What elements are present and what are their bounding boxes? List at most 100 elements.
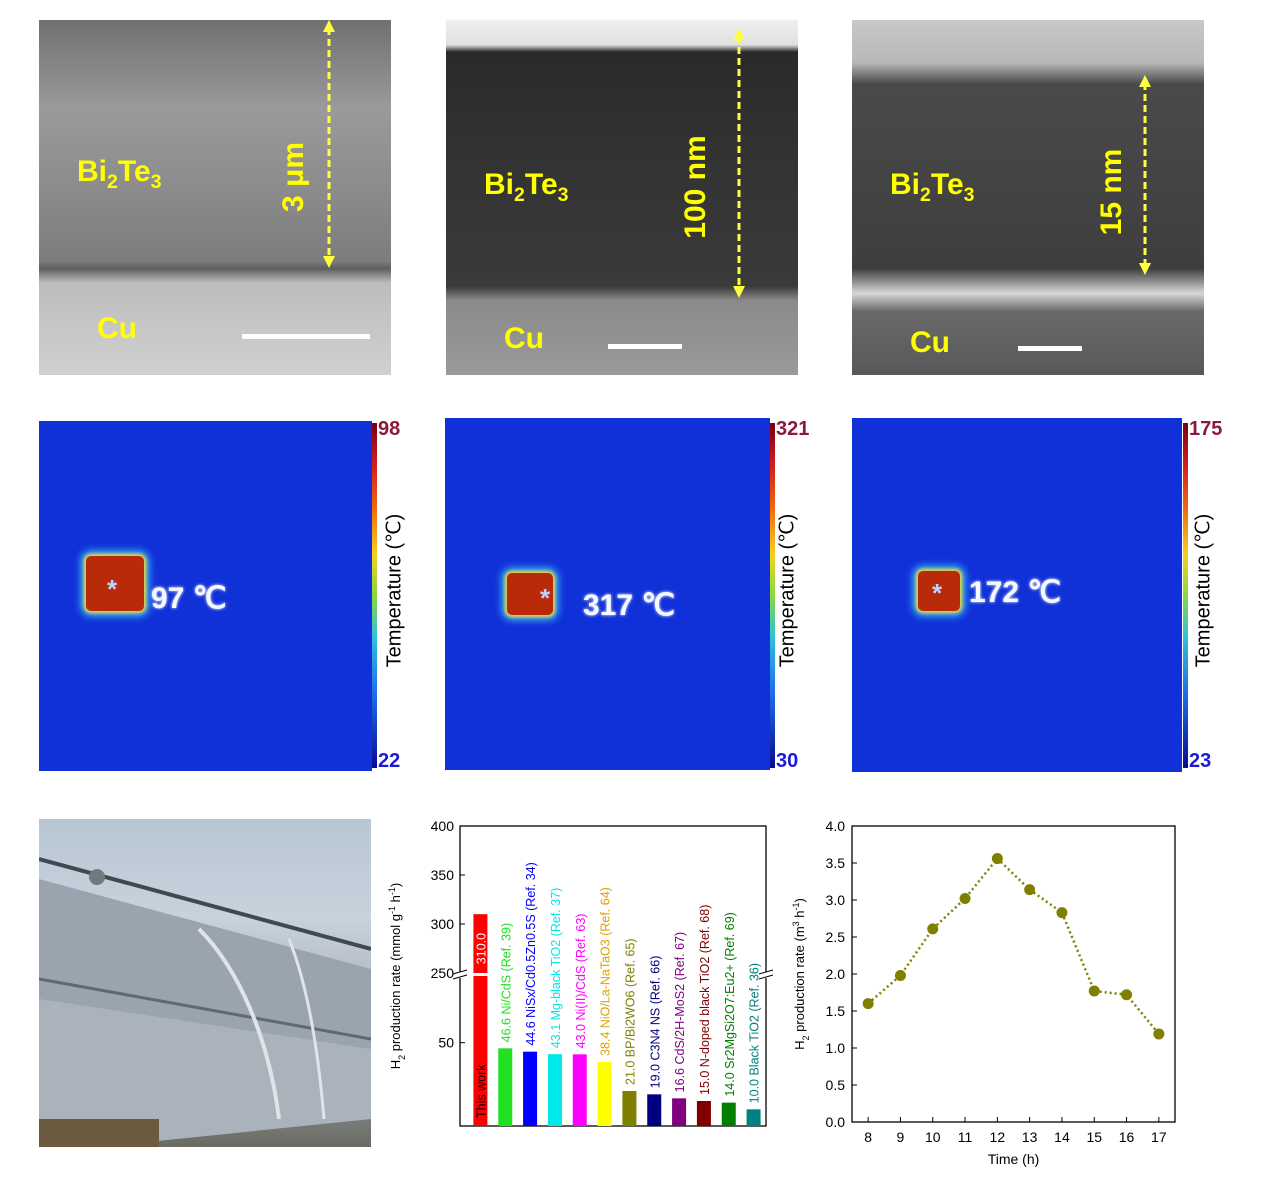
spot-temperature: 172 ℃ <box>969 576 1062 609</box>
x-axis-label: Time (h) <box>988 1151 1040 1167</box>
bar-value-label: 16.6 CdS/2H-MoS2 (Ref. 67) <box>673 932 687 1093</box>
colorbar-title: Temperature (℃) <box>776 513 799 668</box>
y-tick-label: 400 <box>431 818 455 834</box>
thickness-label: 3 μm <box>277 141 310 213</box>
axis-break-mark <box>452 969 468 975</box>
data-point <box>862 998 874 1010</box>
substrate-label: Cu <box>97 312 137 345</box>
bar <box>498 1048 513 1126</box>
axis-break-gap <box>760 972 772 978</box>
marker: * <box>540 583 551 613</box>
y-tick-label: 3.5 <box>826 855 846 871</box>
x-tick-label: 16 <box>1119 1129 1135 1145</box>
y-axis-label: H2 production rate (mmol g-1 h-1) <box>387 883 407 1070</box>
bar <box>696 1101 711 1126</box>
bar <box>547 1054 562 1126</box>
colorbar-max: 175 <box>1189 418 1223 440</box>
data-point <box>1056 907 1068 919</box>
marker: * <box>932 578 943 608</box>
material-label: Bi2Te3 <box>484 168 569 206</box>
x-tick-label: 11 <box>958 1129 973 1145</box>
bar <box>721 1102 736 1126</box>
data-point <box>927 923 939 935</box>
bar <box>622 1091 637 1126</box>
bar-value-label: 44.6 NiSx/Cd0.5Zn0.5S (Ref. 34) <box>524 862 538 1045</box>
colorbar-title: Temperature (℃) <box>383 513 406 668</box>
bar <box>523 1051 538 1126</box>
bar-value-label: 21.0 BP/Bi2WO6 (Ref. 65) <box>623 938 637 1085</box>
axis-break-gap <box>454 972 466 978</box>
bar-value-label: 10.0 Black TiO2 (Ref. 36) <box>748 963 762 1103</box>
material-label: Bi2Te3 <box>890 168 975 206</box>
bar <box>597 1062 612 1126</box>
hot-spot <box>507 573 553 615</box>
hrtem-panel: Bi2Te3 Cu 15 nm <box>852 20 1204 375</box>
thickness-label: 15 nm <box>1095 148 1128 236</box>
x-tick-label: 13 <box>1022 1129 1038 1145</box>
bar <box>473 976 488 1126</box>
data-point <box>991 853 1003 865</box>
y-tick-label: 0.0 <box>826 1114 846 1130</box>
bar-chart: 400 350 300 250 50 H2 production rate (mmol g… <box>387 818 774 1127</box>
y-tick-label: 1.5 <box>826 1003 846 1019</box>
series-line <box>867 856 1160 1035</box>
line-chart: 0.0 0.5 1.0 1.5 2.0 2.5 3.0 3.5 4.0 8 9 10 11 12 13 14 1… <box>791 818 1176 1167</box>
scale-bar <box>242 334 370 339</box>
colorbar-max: 321 <box>776 418 810 440</box>
hot-spot <box>86 556 144 611</box>
thickness-arrow <box>733 28 745 298</box>
thickness-arrow <box>323 20 335 268</box>
scale-bar <box>1018 346 1082 351</box>
bar <box>572 1054 587 1126</box>
hot-spot <box>918 571 960 611</box>
thickness-label: 100 nm <box>679 135 712 239</box>
bar-value-label: 15.0 N-doped black TiO2 (Ref. 68) <box>698 905 712 1095</box>
x-tick-label: 15 <box>1086 1129 1102 1145</box>
thickness-arrow <box>1139 75 1151 275</box>
colorbar-max: 98 <box>378 418 401 440</box>
data-point <box>959 893 971 905</box>
bar-value-label: 19.0 C3N4 NS (Ref. 66) <box>648 956 662 1089</box>
y-axis-label: H2 production rate (m3 h-1) <box>791 898 811 1050</box>
colorbar <box>372 423 377 768</box>
colorbar-min: 22 <box>378 750 401 772</box>
colorbar <box>1183 423 1188 768</box>
bar-value-label: 14.0 Sr2MgSi2O7:Eu2+ (Ref. 69) <box>723 912 737 1096</box>
y-tick-label: 300 <box>431 916 455 932</box>
axis-break-mark <box>758 969 774 975</box>
thermal-image: * 97 ℃ <box>39 421 372 771</box>
bar-value-label: 310.0 <box>474 933 488 964</box>
colorbar-title: Temperature (℃) <box>1192 513 1215 668</box>
solar-concentrator-photo <box>39 819 371 1147</box>
bar-value-label: 43.0 Ni(II)/CdS (Ref. 63) <box>574 914 588 1049</box>
data-point <box>894 969 906 981</box>
bar <box>647 1094 662 1126</box>
sem-panel: Bi2Te3 Cu 3 μm <box>39 20 391 375</box>
substrate-label: Cu <box>910 326 950 359</box>
axis-break-mark <box>758 974 774 980</box>
x-tick-label: 9 <box>897 1129 905 1145</box>
x-tick-label: 17 <box>1151 1129 1167 1145</box>
x-tick-label: 14 <box>1054 1129 1070 1145</box>
bar <box>473 914 488 973</box>
data-point <box>1024 884 1036 896</box>
marker: * <box>107 574 118 604</box>
scale-bar <box>608 344 682 349</box>
y-tick-label: 4.0 <box>826 818 846 834</box>
y-tick-label: 1.0 <box>826 1040 846 1056</box>
material-label: Bi2Te3 <box>77 155 162 193</box>
colorbar-min: 23 <box>1189 750 1212 772</box>
x-tick-label: 12 <box>990 1129 1006 1145</box>
thermal-image: * 317 ℃ <box>445 418 770 770</box>
bar-value-label: 38.4 NiO/La-NaTaO3 (Ref. 64) <box>599 887 613 1056</box>
x-tick-label: 10 <box>925 1129 941 1145</box>
colorbar-min: 30 <box>776 750 799 772</box>
y-tick-label: 50 <box>438 1035 454 1051</box>
bar-category-label: This work <box>474 1064 488 1118</box>
thermal-image: * 172 ℃ <box>852 418 1182 772</box>
bar-value-label: 43.1 Mg-black TiO2 (Ref. 37) <box>549 888 563 1048</box>
bar <box>672 1098 687 1126</box>
colorbar <box>770 423 775 768</box>
x-tick-label: 8 <box>864 1129 872 1145</box>
y-tick-label: 350 <box>431 867 455 883</box>
